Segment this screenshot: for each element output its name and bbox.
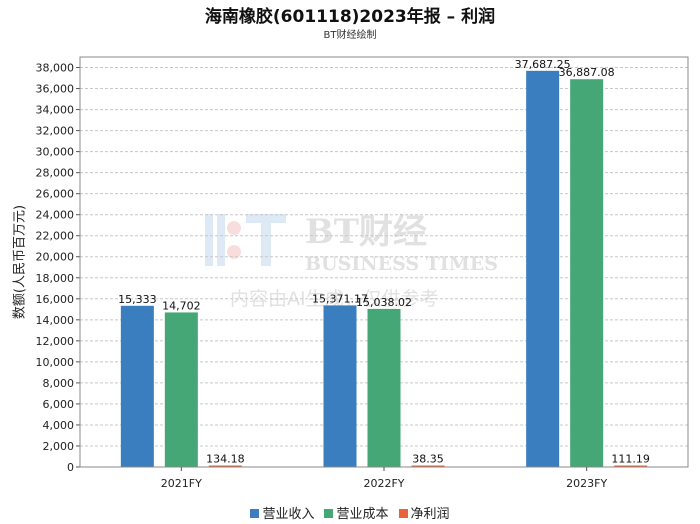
legend-label: 净利润 <box>410 507 450 522</box>
data-label: 38.35 <box>412 453 444 466</box>
y-tick-label: 32,000 <box>36 125 75 138</box>
data-label: 15,333 <box>118 293 157 306</box>
legend-item: 营业收入 <box>250 503 314 522</box>
legend-item: 营业成本 <box>324 503 389 522</box>
y-tick-label: 22,000 <box>36 230 75 243</box>
y-tick-label: 20,000 <box>36 251 75 264</box>
bar <box>208 465 242 467</box>
legend-label: 营业成本 <box>336 507 389 522</box>
y-tick-label: 4,000 <box>43 419 75 432</box>
data-label: 134.18 <box>206 453 245 466</box>
legend-swatch <box>250 509 260 518</box>
y-tick-label: 14,000 <box>36 314 75 327</box>
watermark-logo-icon <box>205 214 286 266</box>
chart-subtitle: BT财经绘制 <box>323 30 377 41</box>
y-tick-label: 24,000 <box>36 209 75 222</box>
watermark: BT财经 BUSINESS TIMES 内容由AI生成，仅供参考 <box>205 212 498 310</box>
data-label: 14,702 <box>162 299 201 312</box>
bar <box>570 79 604 468</box>
y-tick-label: 26,000 <box>36 188 75 201</box>
y-tick-label: 30,000 <box>36 146 75 159</box>
data-label: 111.19 <box>611 453 650 466</box>
y-tick-label: 18,000 <box>36 272 75 285</box>
bar <box>323 305 357 467</box>
watermark-note: 内容由AI生成，仅供参考 <box>230 288 439 310</box>
bar <box>164 312 198 467</box>
chart-title: 海南橡胶(601118)2023年报 – 利润 <box>204 7 496 27</box>
data-label: 36,887.08 <box>559 66 615 79</box>
bar <box>411 465 445 467</box>
data-label: 15,038.02 <box>356 296 412 309</box>
y-tick-label: 10,000 <box>36 356 75 369</box>
y-tick-label: 12,000 <box>36 335 75 348</box>
legend-item: 净利润 <box>398 503 450 522</box>
legend-swatch <box>324 509 334 518</box>
x-tick-label: 2022FY <box>363 477 404 490</box>
legend-swatch <box>398 509 408 518</box>
legend: 营业收入 营业成本 净利润 <box>0 503 700 522</box>
watermark-brand: BT财经 <box>305 212 427 252</box>
watermark-english: BUSINESS TIMES <box>305 253 498 275</box>
x-tick-label: 2021FY <box>161 477 202 490</box>
data-label: 15,371.17 <box>312 292 368 305</box>
y-tick-label: 6,000 <box>43 398 75 411</box>
y-tick-label: 2,000 <box>43 440 75 453</box>
legend-label: 营业收入 <box>262 507 315 522</box>
bar <box>120 305 154 467</box>
y-tick-label: 0 <box>67 461 74 474</box>
y-tick-label: 28,000 <box>36 167 75 180</box>
y-tick-label: 8,000 <box>43 377 75 390</box>
data-label: 37,687.25 <box>515 58 571 71</box>
y-tick-label: 34,000 <box>36 104 75 117</box>
bar <box>614 465 648 467</box>
y-tick-label: 38,000 <box>36 62 75 75</box>
y-tick-label: 36,000 <box>36 83 75 96</box>
bar <box>367 308 401 467</box>
y-tick-label: 16,000 <box>36 293 75 306</box>
bar <box>526 70 560 467</box>
x-tick-label: 2023FY <box>566 477 607 490</box>
